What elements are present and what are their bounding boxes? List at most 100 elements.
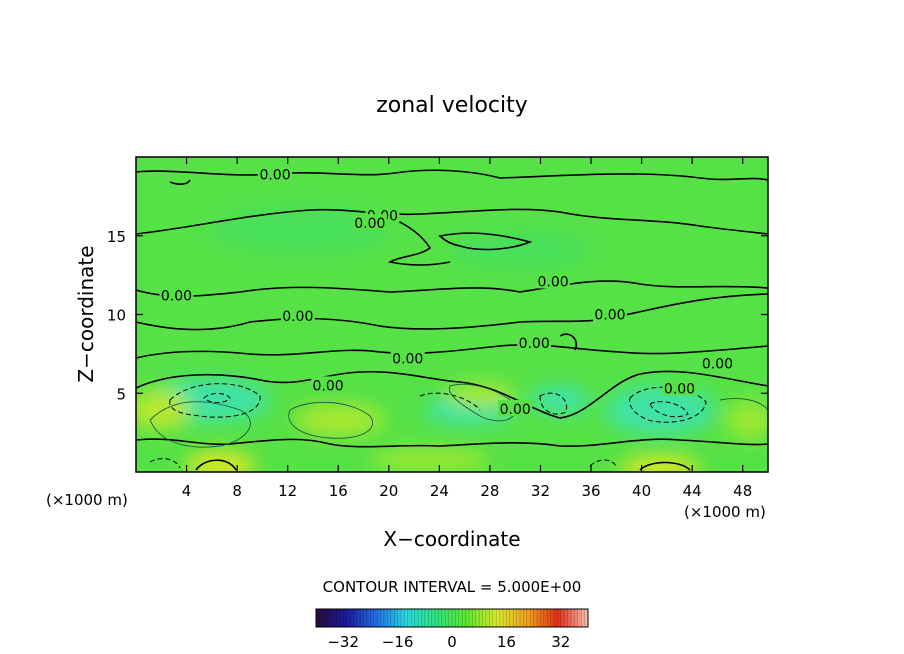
- colorbar-cell: [574, 609, 579, 627]
- colorbar-cell: [462, 609, 466, 627]
- x-tick-label: 28: [480, 482, 499, 500]
- x-tick-label: 4: [182, 482, 192, 500]
- colorbar-cell: [503, 609, 507, 627]
- contour-label-bg: [593, 305, 627, 322]
- colorbar-cell: [455, 609, 460, 627]
- x-unit-left: (×1000 m): [46, 491, 128, 509]
- chart-title: zonal velocity: [376, 93, 528, 118]
- x-tick-label: 40: [632, 482, 651, 500]
- contour-label: 0.00: [392, 352, 423, 368]
- contour-line: [136, 293, 768, 331]
- colorbar-cell: [533, 609, 538, 627]
- colorbar-cell: [458, 609, 463, 627]
- contour-label: 0.00: [354, 216, 385, 232]
- x-unit-right: (×1000 m): [684, 503, 766, 521]
- colorbar-cell: [530, 609, 534, 627]
- contour-line: [203, 393, 231, 403]
- colorbar-cell: [475, 609, 480, 627]
- colorbar-cell: [564, 609, 568, 627]
- contour-label: 0.00: [313, 378, 344, 394]
- colorbar-cell: [387, 609, 392, 627]
- contour-line: [379, 213, 451, 266]
- colorbar-cell: [346, 609, 351, 627]
- colorbar-cell: [360, 609, 364, 627]
- colorbar-cell: [516, 609, 521, 627]
- colorbar-frame: [315, 608, 589, 628]
- colorbar-cell: [499, 609, 504, 627]
- colorbar-cell: [339, 609, 344, 627]
- contour-line: [639, 461, 691, 471]
- x-tick-label: 8: [232, 482, 242, 500]
- field-blob: [295, 404, 385, 436]
- y-axis-label: Z−coordinate: [74, 245, 98, 382]
- colorbar-cell: [322, 609, 327, 627]
- contour-label-bg: [662, 379, 697, 396]
- x-tick-label: 44: [683, 482, 702, 500]
- colorbar-cell: [438, 609, 443, 627]
- contour-label: 0.00: [702, 356, 733, 372]
- colorbar-cell: [496, 609, 500, 627]
- contour-label-bg: [159, 286, 194, 303]
- colorbar-cell: [520, 609, 524, 627]
- contour-line: [419, 392, 481, 411]
- contour-line: [288, 401, 373, 439]
- colorbar-cell: [411, 609, 415, 627]
- contour-label: 0.00: [664, 382, 695, 398]
- colorbar-cell: [384, 609, 388, 627]
- colorbar-cell: [465, 609, 470, 627]
- contour-line: [195, 459, 237, 471]
- colorbar-cell: [424, 609, 429, 627]
- colorbar-cell: [356, 609, 361, 627]
- colorbar-tick-label: 32: [551, 633, 570, 651]
- contour-label: 0.00: [282, 309, 313, 325]
- field-blob: [185, 451, 255, 472]
- field-blob: [370, 448, 490, 472]
- contour-line: [448, 383, 517, 422]
- contour-label: 0.00: [538, 274, 569, 290]
- field-blob: [605, 385, 715, 435]
- colorbar-cell: [407, 609, 412, 627]
- x-tick-label: 32: [531, 482, 550, 500]
- contour-label: 0.00: [161, 289, 192, 305]
- colorbar-cell: [571, 609, 575, 627]
- colorbar-cell: [543, 609, 548, 627]
- contour-line: [136, 370, 768, 419]
- x-tick-label: 36: [581, 482, 600, 500]
- colorbar-cell: [452, 609, 456, 627]
- colorbar-cell: [482, 609, 487, 627]
- colorbar-cell: [421, 609, 426, 627]
- contour-line: [136, 208, 768, 235]
- colorbar-cell: [397, 609, 402, 627]
- colorbar-cell: [557, 609, 562, 627]
- colorbar-cell: [377, 609, 381, 627]
- colorbar-cell: [581, 609, 585, 627]
- contour-label-bg: [311, 376, 346, 393]
- colorbar-cell: [333, 609, 337, 627]
- x-axis-label: X−coordinate: [383, 527, 520, 551]
- colorbar-cell: [401, 609, 405, 627]
- colorbar-cell: [319, 609, 324, 627]
- colorbar-cell: [550, 609, 555, 627]
- colorbar-cell: [577, 609, 582, 627]
- colorbar-cell: [448, 609, 453, 627]
- colorbar-cell: [353, 609, 358, 627]
- contour-lines-thin: [149, 383, 768, 448]
- field-blob: [450, 230, 590, 270]
- colorbar-cell: [486, 609, 490, 627]
- colorbar-cell: [394, 609, 398, 627]
- contour-line: [539, 392, 568, 415]
- colorbar-cell: [554, 609, 558, 627]
- contour-label-bg: [390, 349, 425, 366]
- colorbar-cell: [435, 609, 439, 627]
- colorbar-cell: [492, 609, 497, 627]
- plot-area: 0.00 0.00 0.00 0.00 0.00 0.00 0.00 0.00 0.00 0.00…: [107, 156, 769, 500]
- contour-label-bg: [700, 354, 735, 371]
- contour-line: [136, 169, 768, 181]
- contour-lines: [136, 169, 768, 471]
- x-tick-label: 20: [379, 482, 398, 500]
- contour-label-bg: [498, 400, 533, 416]
- field-blob: [210, 205, 390, 255]
- y-tick-label: 5: [116, 385, 126, 403]
- contour-line: [136, 344, 768, 359]
